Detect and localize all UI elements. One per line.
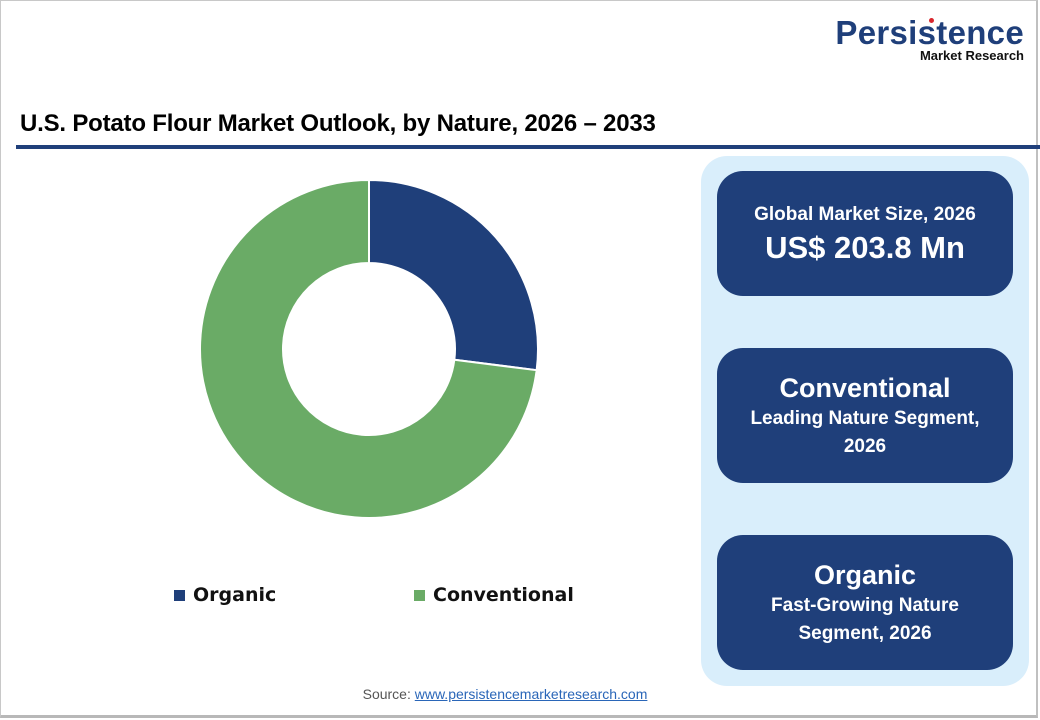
fast-growing-segment-desc: Fast-Growing Nature — [771, 594, 959, 616]
chart-title: U.S. Potato Flour Market Outlook, by Nat… — [20, 110, 656, 137]
title-underline — [16, 145, 1040, 149]
legend-label-conventional: Conventional — [433, 584, 574, 606]
highlights-panel: Global Market Size, 2026 US$ 203.8 Mn Co… — [701, 156, 1029, 686]
donut-svg — [199, 178, 539, 519]
fast-growing-segment-year: Segment, 2026 — [798, 622, 932, 644]
market-size-value: US$ 203.8 Mn — [765, 229, 965, 265]
brand-name: Persistence — [835, 14, 1024, 51]
leading-segment-year: 2026 — [843, 435, 887, 457]
source-link[interactable]: www.persistencemarketresearch.com — [414, 686, 648, 702]
legend-swatch-conventional — [414, 589, 425, 601]
legend-item-organic: Organic — [174, 584, 276, 606]
fast-growing-segment-name: Organic — [813, 559, 917, 590]
leading-segment-desc: Leading Nature Segment, — [750, 407, 980, 429]
market-size-card: Global Market Size, 2026 US$ 203.8 Mn — [717, 171, 1013, 296]
brand-logo: Persistence Market Research — [835, 16, 1024, 63]
legend-label-organic: Organic — [193, 584, 277, 606]
source-label: Source: — [362, 686, 411, 702]
logo-star-icon — [929, 18, 935, 23]
donut-slice-organic — [368, 178, 539, 372]
fast-growing-segment-card: Organic Fast-Growing Nature Segment, 202… — [717, 535, 1013, 670]
chart-legend: Organic Conventional — [0, 584, 700, 608]
leading-segment-card: Conventional Leading Nature Segment, 202… — [717, 348, 1013, 483]
market-size-label: Global Market Size, 2026 — [754, 203, 976, 225]
brand-subtitle: Market Research — [919, 48, 1024, 63]
legend-swatch-organic — [174, 589, 185, 601]
leading-segment-name: Conventional — [779, 372, 951, 403]
donut-slice-conventional — [199, 178, 538, 519]
source-note: Source: www.persistencemarketresearch.co… — [0, 686, 1010, 702]
donut-chart — [199, 178, 539, 519]
legend-item-conventional: Conventional — [414, 584, 574, 606]
